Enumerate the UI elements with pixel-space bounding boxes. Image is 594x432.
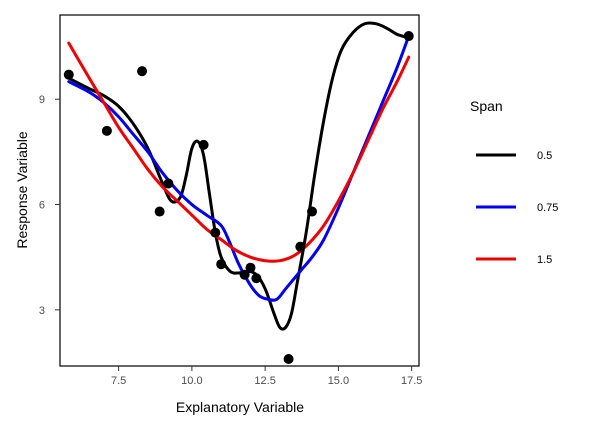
data-point bbox=[101, 125, 112, 136]
data-point bbox=[137, 66, 148, 77]
data-point bbox=[239, 269, 250, 280]
legend-label-span-1.5: 1.5 bbox=[537, 254, 552, 266]
x-tick-label: 7.5 bbox=[111, 375, 126, 387]
y-tick-label: 9 bbox=[39, 94, 45, 106]
scatter-points bbox=[63, 31, 414, 364]
x-axis-title: Explanatory Variable bbox=[176, 399, 304, 415]
data-point bbox=[307, 206, 318, 217]
data-point bbox=[63, 69, 74, 80]
data-point bbox=[251, 273, 262, 284]
x-axis: 7.5 10.0 12.5 15.0 17.5 bbox=[111, 366, 422, 387]
plot-panel-border bbox=[59, 14, 420, 367]
legend: Span 0.5 0.75 1.5 bbox=[470, 98, 558, 266]
data-point bbox=[245, 262, 256, 273]
x-tick-label: 12.5 bbox=[254, 375, 275, 387]
y-tick-label: 3 bbox=[39, 305, 45, 317]
data-point bbox=[295, 241, 306, 252]
y-tick-label: 6 bbox=[39, 200, 45, 212]
y-axis: 3 6 9 bbox=[39, 94, 60, 317]
legend-label-span-0.75: 0.75 bbox=[537, 202, 558, 214]
y-axis-title: Response Variable bbox=[14, 131, 30, 248]
data-point bbox=[216, 259, 227, 270]
legend-label-span-0.5: 0.5 bbox=[537, 150, 552, 162]
data-point bbox=[210, 227, 221, 238]
x-tick-label: 10.0 bbox=[181, 375, 202, 387]
data-point bbox=[163, 178, 174, 189]
series-line-span-0.75 bbox=[67, 34, 411, 302]
x-tick-label: 15.0 bbox=[328, 375, 349, 387]
x-tick-label: 17.5 bbox=[401, 375, 422, 387]
series-line-span-1.5 bbox=[67, 41, 411, 263]
data-point bbox=[154, 206, 165, 217]
legend-title: Span bbox=[470, 98, 503, 114]
data-point bbox=[283, 353, 294, 364]
data-point bbox=[403, 31, 414, 42]
data-point bbox=[198, 139, 209, 150]
